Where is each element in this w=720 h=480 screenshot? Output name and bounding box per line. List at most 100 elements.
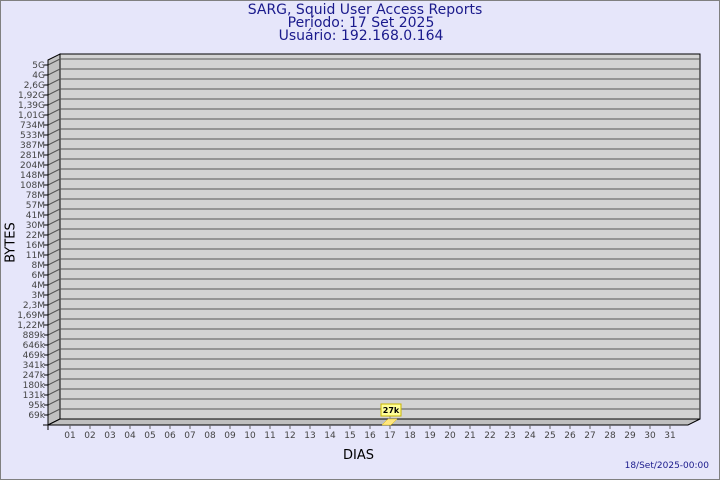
x-tick-label: 08 — [204, 431, 216, 441]
y-tick-label: 16M — [26, 241, 45, 251]
y-tick-label: 95k — [28, 401, 45, 411]
grid-line-side — [47, 328, 61, 336]
y-tick-label: 57M — [26, 201, 45, 211]
plot-floor — [47, 418, 701, 426]
y-tick-label: 2,6G — [24, 81, 45, 91]
y-tick-label: 734M — [20, 121, 45, 131]
y-tick-label: 889k — [23, 331, 46, 341]
y-tick-label: 5G — [32, 61, 45, 71]
y-tick-label: 533M — [20, 131, 45, 141]
generated-timestamp: 18/Set/2025-00:00 — [624, 461, 709, 471]
grid-line-side — [47, 168, 61, 176]
y-tick-label: 646k — [23, 341, 46, 351]
grid-line-side — [47, 128, 61, 136]
x-tick-label: 02 — [84, 431, 95, 441]
x-tick-label: 25 — [544, 431, 555, 441]
y-tick-label: 281M — [20, 151, 45, 161]
x-tick-label: 30 — [644, 431, 656, 441]
grid-line-side — [47, 258, 61, 266]
grid-line-side — [47, 88, 61, 96]
grid-line-side — [47, 408, 61, 416]
x-tick-label: 31 — [664, 431, 675, 441]
y-tick-label: 108M — [20, 181, 45, 191]
grid-line-side — [47, 148, 61, 156]
y-tick-label: 22M — [26, 231, 45, 241]
y-tick-label: 341k — [23, 361, 46, 371]
x-tick-label: 19 — [424, 431, 436, 441]
x-tick-label: 15 — [344, 431, 355, 441]
y-tick-label: 1,39G — [18, 101, 45, 111]
grid-line-side — [47, 188, 61, 196]
chart-title: SARG, Squid User Access Reports — [247, 2, 483, 18]
y-tick-label: 8M — [32, 261, 46, 271]
x-tick-label: 22 — [484, 431, 495, 441]
data-label: 27k — [383, 406, 400, 415]
x-tick-label: 21 — [464, 431, 475, 441]
y-tick-label: 148M — [20, 171, 45, 181]
y-tick-label: 11M — [26, 251, 45, 261]
x-tick-label: 16 — [364, 431, 376, 441]
x-tick-label: 13 — [304, 431, 315, 441]
grid-line-side — [47, 228, 61, 236]
y-tick-label: 6M — [32, 271, 46, 281]
chart-period: Período: 17 Set 2025 — [287, 15, 435, 31]
x-tick-label: 01 — [64, 431, 75, 441]
grid-line-side — [47, 158, 61, 166]
y-tick-label: 4M — [32, 281, 46, 291]
y-tick-label: 469k — [23, 351, 46, 361]
grid-line-side — [47, 288, 61, 296]
grid-line-side — [47, 118, 61, 126]
y-tick-label: 69k — [28, 411, 45, 421]
grid-line-side — [47, 338, 61, 346]
x-tick-label: 28 — [604, 431, 616, 441]
grid-line-side — [47, 218, 61, 226]
y-tick-label: 3M — [32, 291, 46, 301]
grid-line-side — [47, 108, 61, 116]
grid-line-side — [47, 58, 61, 66]
y-axis-label: BYTES — [3, 222, 19, 263]
y-tick-label: 4G — [32, 71, 45, 81]
grid-line-side — [47, 68, 61, 76]
x-tick-label: 10 — [244, 431, 256, 441]
grid-line-side — [47, 208, 61, 216]
y-tick-label: 1,92G — [18, 91, 45, 101]
y-tick-label: 204M — [20, 161, 45, 171]
grid-line-side — [47, 388, 61, 396]
y-tick-label: 1,69M — [17, 311, 45, 321]
y-tick-label: 131k — [23, 391, 46, 401]
x-tick-label: 09 — [224, 431, 236, 441]
grid-line-side — [47, 368, 61, 376]
grid-line-side — [47, 278, 61, 286]
y-tick-label: 2,3M — [23, 301, 45, 311]
grid-line-side — [47, 78, 61, 86]
grid-line-side — [47, 378, 61, 386]
x-tick-label: 24 — [524, 431, 536, 441]
x-tick-label: 18 — [404, 431, 416, 441]
y-tick-label: 1,22M — [17, 321, 45, 331]
grid-line-side — [47, 318, 61, 326]
y-tick-label: 180k — [23, 381, 46, 391]
grid-line-side — [47, 238, 61, 246]
x-tick-label: 27 — [584, 431, 595, 441]
grid-line-side — [47, 358, 61, 366]
x-tick-label: 04 — [124, 431, 136, 441]
grid-line-side — [47, 138, 61, 146]
x-tick-label: 29 — [624, 431, 636, 441]
grid-line-side — [47, 298, 61, 306]
y-tick-label: 387M — [20, 141, 45, 151]
grid-line-side — [47, 178, 61, 186]
x-tick-label: 12 — [284, 431, 295, 441]
chart-user: Usuário: 192.168.0.164 — [278, 28, 444, 44]
x-tick-label: 06 — [164, 431, 176, 441]
x-tick-label: 03 — [104, 431, 115, 441]
x-tick-label: 05 — [144, 431, 155, 441]
y-tick-label: 78M — [26, 191, 45, 201]
x-tick-label: 20 — [444, 431, 456, 441]
grid-line-side — [47, 98, 61, 106]
grid-line-side — [47, 398, 61, 406]
grid-line-side — [47, 198, 61, 206]
x-tick-label: 17 — [384, 431, 395, 441]
data-label-box — [380, 403, 402, 417]
y-tick-label: 30M — [26, 221, 45, 231]
